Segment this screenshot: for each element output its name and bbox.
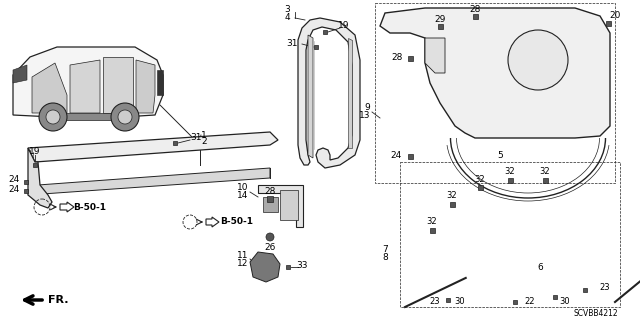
Bar [33, 163, 37, 167]
Text: 26: 26 [264, 242, 276, 251]
Polygon shape [28, 148, 52, 208]
Text: 24: 24 [9, 186, 20, 195]
Bar [583, 288, 587, 292]
Text: 31: 31 [190, 133, 202, 143]
Polygon shape [258, 185, 303, 227]
Text: 19: 19 [339, 21, 349, 31]
Polygon shape [28, 168, 270, 195]
Bar [408, 56, 413, 61]
Circle shape [118, 110, 132, 124]
Text: B-50-1: B-50-1 [74, 203, 106, 211]
Bar [446, 298, 450, 302]
Bar [24, 189, 28, 193]
Text: FR.: FR. [48, 295, 68, 305]
Text: 32: 32 [447, 191, 458, 201]
Polygon shape [32, 63, 67, 113]
Bar [323, 30, 327, 34]
Bar [267, 196, 273, 202]
Text: 7: 7 [382, 246, 388, 255]
Polygon shape [250, 252, 280, 282]
Text: 10: 10 [237, 183, 248, 192]
Text: 11: 11 [237, 250, 248, 259]
Circle shape [508, 30, 568, 90]
Circle shape [266, 233, 274, 241]
Text: 2: 2 [201, 137, 207, 146]
Circle shape [111, 103, 139, 131]
Polygon shape [13, 65, 27, 83]
Text: 20: 20 [609, 11, 621, 20]
Text: 1: 1 [201, 130, 207, 139]
Bar [508, 177, 513, 182]
Bar [472, 13, 477, 19]
Text: 28: 28 [469, 5, 481, 14]
Text: 14: 14 [237, 191, 248, 201]
Polygon shape [13, 47, 163, 117]
Bar [173, 141, 177, 145]
Text: 32: 32 [427, 218, 437, 226]
Text: 12: 12 [237, 258, 248, 268]
Polygon shape [308, 35, 313, 158]
Text: 24: 24 [391, 152, 402, 160]
Polygon shape [157, 70, 163, 95]
Bar [375, 3, 615, 183]
Text: 32: 32 [505, 167, 515, 176]
Text: 29: 29 [435, 16, 445, 25]
Polygon shape [55, 113, 123, 120]
Bar [286, 265, 290, 269]
Text: 6: 6 [537, 263, 543, 271]
Bar [314, 45, 318, 49]
Bar [400, 162, 620, 307]
Bar [263, 197, 278, 212]
Polygon shape [136, 60, 155, 113]
Text: 3: 3 [284, 5, 290, 14]
Text: 5: 5 [497, 152, 503, 160]
Circle shape [46, 110, 60, 124]
Polygon shape [425, 38, 445, 73]
Text: 33: 33 [296, 262, 308, 271]
Bar [605, 20, 611, 26]
Text: 4: 4 [284, 12, 290, 21]
Polygon shape [103, 57, 133, 113]
Text: 28: 28 [392, 54, 403, 63]
Bar [543, 177, 547, 182]
Polygon shape [206, 217, 219, 227]
Bar [438, 24, 442, 28]
Circle shape [39, 103, 67, 131]
Text: 13: 13 [358, 112, 370, 121]
Text: 19: 19 [29, 147, 41, 157]
Bar [429, 227, 435, 233]
Bar [408, 153, 413, 159]
Polygon shape [70, 60, 100, 113]
Text: 30: 30 [454, 298, 465, 307]
Polygon shape [60, 202, 74, 212]
Polygon shape [298, 18, 360, 168]
Text: 23: 23 [429, 298, 440, 307]
Polygon shape [380, 8, 610, 138]
Bar [24, 180, 28, 184]
Bar [553, 295, 557, 299]
Polygon shape [28, 132, 278, 162]
Text: 32: 32 [475, 174, 485, 183]
Text: 8: 8 [382, 254, 388, 263]
Text: B-50-1: B-50-1 [221, 218, 253, 226]
Text: 22: 22 [525, 298, 535, 307]
Text: 32: 32 [540, 167, 550, 176]
Text: 24: 24 [9, 175, 20, 184]
Text: 31: 31 [287, 39, 298, 48]
Bar [280, 190, 298, 220]
Text: 23: 23 [600, 283, 611, 292]
Polygon shape [348, 38, 352, 148]
Bar [449, 202, 454, 206]
Text: SCVBB4212: SCVBB4212 [573, 308, 618, 317]
Text: 28: 28 [264, 187, 276, 196]
Text: 9: 9 [364, 103, 370, 113]
Text: 30: 30 [560, 298, 570, 307]
Bar [513, 300, 517, 304]
Bar [477, 184, 483, 189]
